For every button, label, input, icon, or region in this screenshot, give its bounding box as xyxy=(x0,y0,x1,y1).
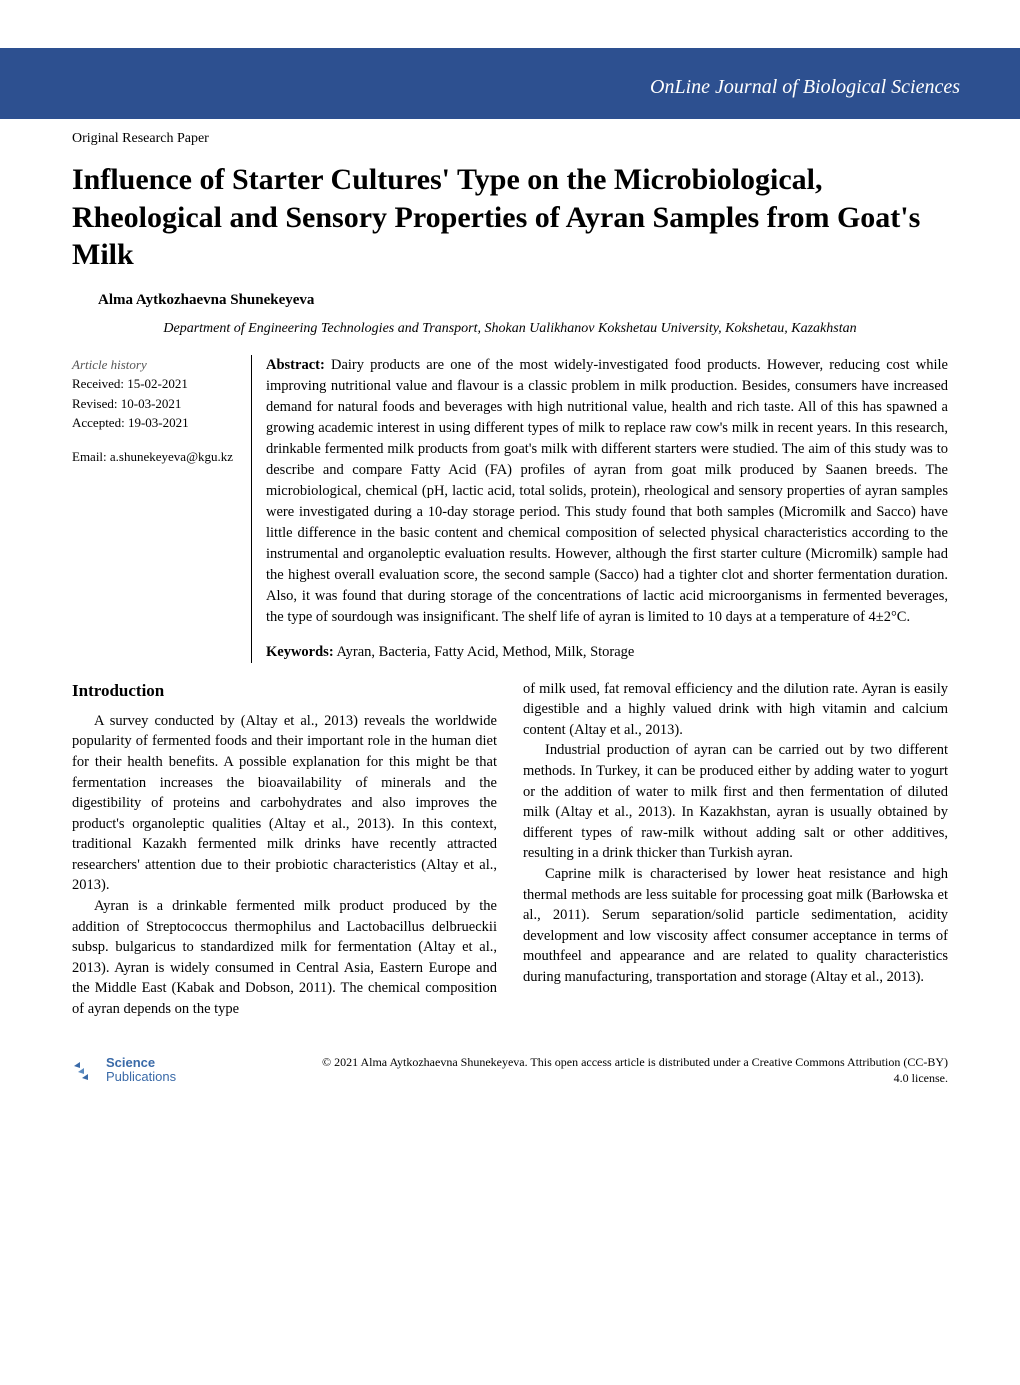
publisher-logo-icon xyxy=(72,1056,100,1084)
abstract-label: Abstract: xyxy=(266,357,325,373)
author-name: Alma Aytkozhaevna Shunekeyeva xyxy=(98,292,948,309)
logo-line1: Science xyxy=(106,1056,176,1070)
paper-title: Influence of Starter Cultures' Type on t… xyxy=(72,161,948,274)
article-history: Article history Received: 15-02-2021 Rev… xyxy=(72,355,252,663)
paragraph: of milk used, fat removal efficiency and… xyxy=(523,679,948,741)
publisher-logo-text: Science Publications xyxy=(106,1056,176,1085)
meta-abstract-row: Article history Received: 15-02-2021 Rev… xyxy=(72,355,948,663)
page-content: Original Research Paper Influence of Sta… xyxy=(0,119,1020,1040)
paragraph: Ayran is a drinkable fermented milk prod… xyxy=(72,896,497,1019)
publisher-logo: Science Publications xyxy=(72,1056,176,1085)
logo-line2: Publications xyxy=(106,1070,176,1084)
paragraph: A survey conducted by (Altay et al., 201… xyxy=(72,711,497,896)
body-columns: Introduction A survey conducted by (Alta… xyxy=(72,679,948,1020)
keywords-text: Ayran, Bacteria, Fatty Acid, Method, Mil… xyxy=(334,644,635,660)
history-accepted: Accepted: 19-03-2021 xyxy=(72,413,241,433)
corresponding-email: Email: a.shunekeyeva@kgu.kz xyxy=(72,447,241,467)
journal-banner: OnLine Journal of Biological Sciences xyxy=(0,48,1020,119)
journal-name: OnLine Journal of Biological Sciences xyxy=(650,76,960,98)
keywords-label: Keywords: xyxy=(266,644,334,660)
column-right: of milk used, fat removal efficiency and… xyxy=(523,679,948,1020)
paragraph: Caprine milk is characterised by lower h… xyxy=(523,864,948,987)
copyright-text: © 2021 Alma Aytkozhaevna Shunekeyeva. Th… xyxy=(308,1054,948,1088)
abstract-text: Dairy products are one of the most widel… xyxy=(266,357,948,625)
keywords-line: Keywords: Ayran, Bacteria, Fatty Acid, M… xyxy=(266,642,948,663)
history-received: Received: 15-02-2021 xyxy=(72,374,241,394)
abstract-block: Abstract: Dairy products are one of the … xyxy=(252,355,948,663)
intro-heading: Introduction xyxy=(72,679,497,703)
paragraph: Industrial production of ayran can be ca… xyxy=(523,740,948,863)
history-revised: Revised: 10-03-2021 xyxy=(72,394,241,414)
column-left: Introduction A survey conducted by (Alta… xyxy=(72,679,497,1020)
page-footer: Science Publications © 2021 Alma Aytkozh… xyxy=(0,1040,1020,1118)
author-affiliation: Department of Engineering Technologies a… xyxy=(72,321,948,337)
paper-type: Original Research Paper xyxy=(72,131,948,147)
history-label: Article history xyxy=(72,355,241,375)
